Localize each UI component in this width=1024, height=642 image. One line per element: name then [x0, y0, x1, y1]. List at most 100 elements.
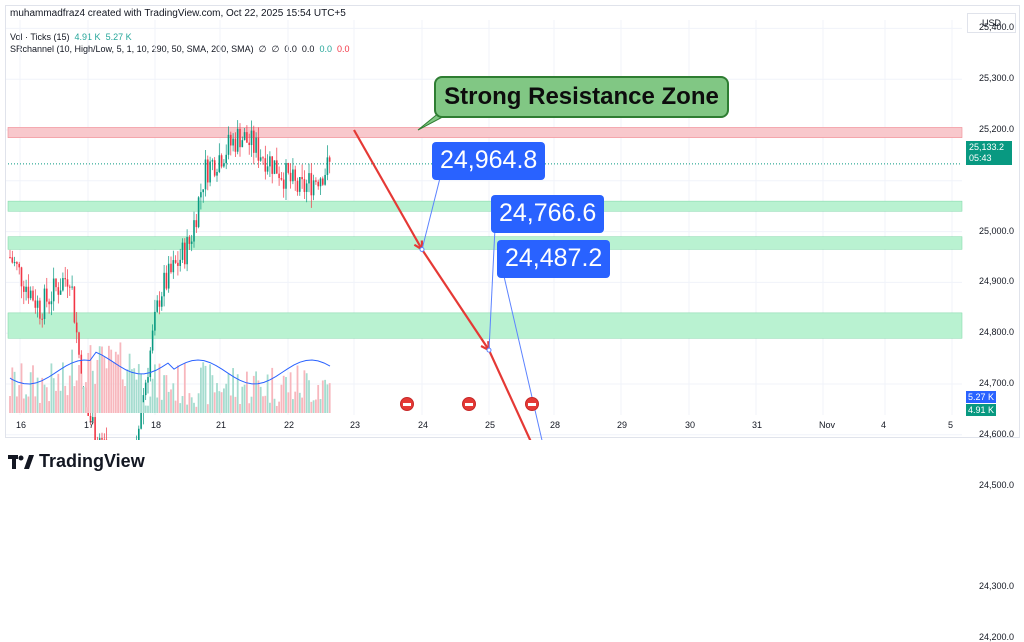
candle-body — [152, 331, 154, 351]
volume-bar — [80, 374, 82, 413]
support-zone — [8, 237, 962, 250]
brand-name: TradingView — [39, 451, 145, 472]
date-axis-label: 24 — [418, 420, 428, 430]
volume-bar — [200, 368, 202, 413]
candle-body — [166, 273, 168, 289]
volume-bar — [297, 365, 299, 413]
volume-bar — [248, 403, 250, 413]
volume-bar — [294, 392, 296, 413]
volume-bar — [21, 363, 23, 413]
volume-bar — [322, 380, 324, 413]
volume-bar — [44, 385, 46, 413]
volume-bar — [143, 402, 145, 413]
candle-body — [232, 139, 234, 146]
price-axis-label: 24,700.0 — [979, 378, 1014, 388]
candle-body — [30, 291, 32, 299]
candle-body — [267, 166, 269, 171]
volume-bar — [28, 397, 30, 413]
candle-body — [179, 260, 181, 266]
volume-bar — [212, 375, 214, 413]
volume-bar — [39, 403, 41, 413]
volume-bar — [189, 393, 191, 413]
candle-body — [207, 160, 209, 183]
candle-body — [186, 237, 188, 264]
volume-bar — [14, 372, 16, 413]
volume-bar — [320, 399, 322, 413]
candle-body — [301, 177, 303, 179]
candle-body — [71, 287, 73, 288]
volume-bar — [228, 374, 230, 413]
volume-bar — [166, 375, 168, 413]
volume-bar — [205, 366, 207, 413]
us-event-flag-icon[interactable] — [462, 397, 476, 411]
resistance-zone — [8, 127, 962, 137]
volume-bar — [177, 365, 179, 413]
volume-bar — [71, 350, 73, 413]
date-axis-label: 18 — [151, 420, 161, 430]
volume-bar — [97, 360, 99, 413]
volume-bar — [67, 395, 69, 413]
candle-body — [269, 156, 271, 166]
candle-body — [18, 264, 20, 267]
candle-body — [304, 179, 306, 192]
candle-body — [313, 180, 315, 195]
volume-bar — [221, 392, 223, 413]
volume-bar — [209, 364, 211, 413]
volume-bar — [232, 368, 234, 413]
target-connector — [503, 272, 554, 440]
target-label-2: 24,766.6 — [491, 195, 604, 233]
volume-bar — [64, 386, 66, 413]
candle-body — [202, 189, 204, 192]
candle-body — [276, 160, 278, 173]
volume-bar — [115, 352, 117, 413]
tradingview-logo[interactable]: TradingView — [8, 451, 145, 472]
current-price: 25,133.2 — [969, 142, 1009, 153]
volume-bar — [163, 375, 165, 413]
candle-body — [214, 160, 216, 175]
volume-bar — [244, 385, 246, 413]
candle-body — [258, 138, 260, 161]
volume-tag-top: 5.27 K — [966, 391, 996, 403]
candle-body — [299, 177, 301, 192]
volume-bar — [110, 350, 112, 413]
candle-body — [76, 323, 78, 333]
volume-bar — [290, 372, 292, 413]
volume-bar — [90, 345, 92, 413]
candle-body — [32, 291, 34, 301]
price-axis-label: 24,300.0 — [979, 581, 1014, 591]
volume-bar — [147, 406, 149, 413]
volume-bar — [218, 391, 220, 413]
candle-body — [37, 301, 39, 308]
volume-bar — [186, 405, 188, 413]
resistance-zone-label: Strong Resistance Zone — [434, 76, 729, 118]
date-axis-label: 29 — [617, 420, 627, 430]
us-event-flag-icon[interactable] — [400, 397, 414, 411]
candle-body — [265, 158, 267, 171]
volume-bar — [170, 389, 172, 413]
candle-body — [292, 169, 294, 181]
volume-bar — [34, 396, 36, 413]
volume-bar — [124, 386, 126, 413]
volume-bar — [126, 369, 128, 413]
candle-body — [324, 175, 326, 185]
candle-body — [322, 178, 324, 184]
volume-bar — [175, 401, 177, 413]
candle-body — [223, 163, 225, 166]
volume-bar — [53, 378, 55, 413]
us-event-flag-icon[interactable] — [525, 397, 539, 411]
volume-bar — [310, 402, 312, 413]
volume-bar — [172, 383, 174, 413]
volume-bar — [276, 406, 278, 413]
volume-bar — [278, 402, 280, 413]
candle-body — [9, 257, 11, 258]
candle-body — [48, 302, 50, 305]
candle-body — [262, 157, 264, 158]
volume-bar — [315, 400, 317, 413]
volume-bar — [262, 396, 264, 413]
volume-bar — [225, 384, 227, 413]
volume-bar — [182, 396, 184, 413]
candle-body — [311, 173, 313, 195]
candle-body — [294, 169, 296, 180]
volume-bar — [57, 374, 59, 413]
candle-body — [159, 300, 161, 306]
